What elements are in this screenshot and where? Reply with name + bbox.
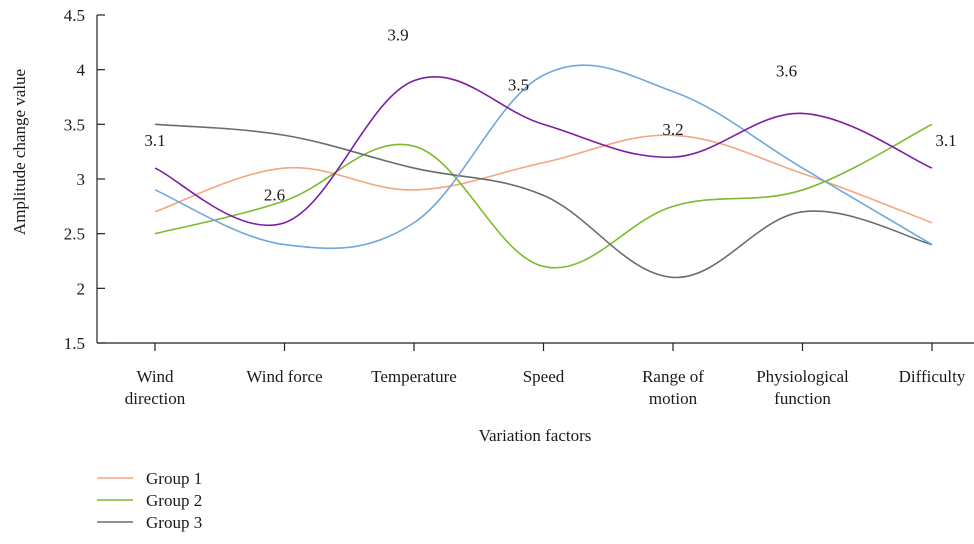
x-tick-label: Physiological [756, 367, 849, 386]
data-label: 3.2 [662, 120, 683, 139]
legend-label: Group 1 [146, 469, 202, 488]
x-tick-label: Range of [642, 367, 704, 386]
data-label: 3.1 [144, 131, 165, 150]
x-tick-label: function [774, 389, 831, 408]
legend-label: Group 3 [146, 513, 202, 532]
y-axis-title: Amplitude change value [10, 69, 29, 235]
series-layer [154, 64, 933, 279]
x-tick-label: Wind force [246, 367, 322, 386]
x-tick-label: Wind [136, 367, 174, 386]
x-tick-label: Difficulty [899, 367, 966, 386]
y-tick-label: 4 [77, 61, 86, 80]
data-label: 3.1 [935, 131, 956, 150]
y-tick-label: 2 [77, 279, 86, 298]
series-line-1 [154, 134, 933, 224]
x-axis-title: Variation factors [479, 426, 592, 445]
x-tick-label: Speed [523, 367, 565, 386]
x-tick-label: Temperature [371, 367, 457, 386]
y-tick-label: 2.5 [64, 225, 85, 244]
series-line-4 [154, 64, 933, 250]
legend-label: Group 2 [146, 491, 202, 510]
y-tick-label: 1.5 [64, 334, 85, 353]
x-axis: Wind direction Wind force Temperature Speed R… [97, 342, 974, 408]
data-label: 3.5 [508, 75, 529, 94]
series-line-5 [154, 75, 933, 226]
series-line-3 [154, 123, 933, 279]
y-axis: 1.5 2 2.5 3 3.5 4 4.5 [64, 6, 105, 353]
data-label: 3.9 [387, 26, 408, 45]
x-tick-label: direction [125, 389, 186, 408]
y-tick-label: 4.5 [64, 6, 85, 25]
data-label: 2.6 [264, 186, 285, 205]
series-line-2 [154, 123, 933, 269]
x-tick-label: motion [649, 389, 698, 408]
data-label: 3.6 [776, 61, 797, 80]
y-tick-label: 3.5 [64, 115, 85, 134]
y-tick-label: 3 [77, 170, 86, 189]
legend: Group 1 Group 2 Group 3 [97, 469, 202, 532]
data-labels: 3.1 2.6 3.9 3.5 3.2 3.6 3.1 [144, 26, 956, 205]
